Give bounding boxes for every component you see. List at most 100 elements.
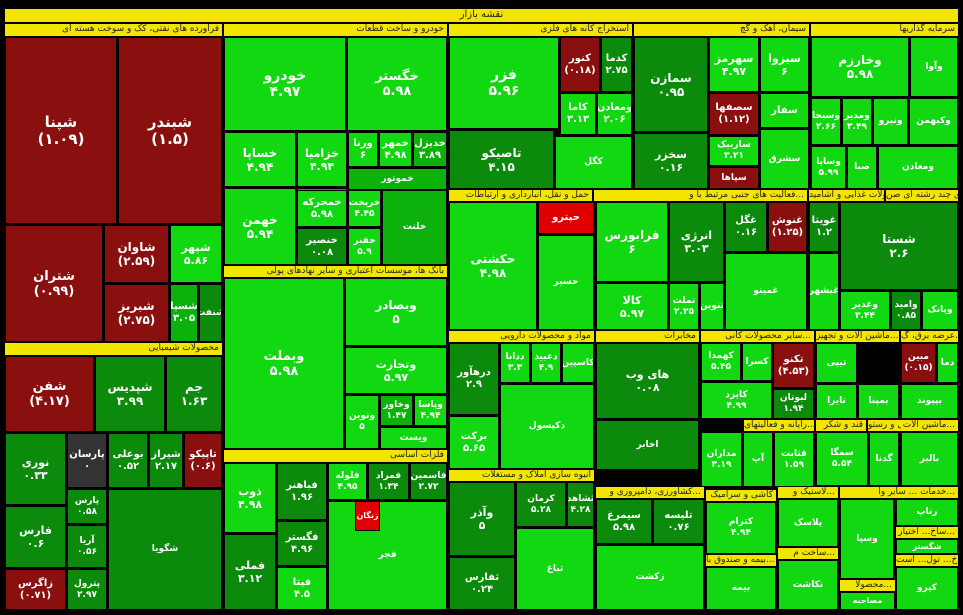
stock-tile[interactable]: پارسان ۰ <box>67 433 107 488</box>
stock-tile[interactable]: کدما ۲.۷۵ <box>601 37 632 92</box>
stock-tile[interactable]: وساپا ۵.۹۹ <box>811 146 846 189</box>
stock-tile[interactable]: فگستر ۴.۹۶ <box>277 521 327 566</box>
stock-tile[interactable]: جم ۱.۶۳ <box>166 356 222 432</box>
stock-tile[interactable]: ثشاهد ۴.۲۸ <box>567 482 594 527</box>
stock-tile[interactable]: های وب ۰.۰۸ <box>596 343 699 419</box>
stock-tile[interactable]: خدیزل ۳.۸۹ <box>413 132 447 167</box>
stock-tile[interactable]: شگویا <box>108 489 222 610</box>
stock-tile[interactable]: رتاپ <box>896 499 958 526</box>
stock-tile[interactable]: سخزر ۰.۱۶ <box>634 133 708 189</box>
stock-tile[interactable]: کاما ۳.۱۳ <box>560 93 596 135</box>
stock-tile[interactable]: کنور (۰.۱۸) <box>560 37 600 92</box>
stock-tile[interactable]: زنگان <box>355 501 380 531</box>
stock-tile[interactable]: فجر <box>328 501 447 610</box>
stock-tile[interactable]: کپرو <box>896 567 958 610</box>
stock-tile[interactable]: ومعادن <box>878 146 958 189</box>
stock-tile[interactable]: تکنو (۴.۵۳) <box>773 343 814 388</box>
stock-tile[interactable]: نوری ۰.۳۳ <box>5 433 66 505</box>
stock-tile[interactable]: خگستر ۵.۹۸ <box>347 37 447 131</box>
stock-tile[interactable]: ومدیر ۳.۴۹ <box>842 98 872 145</box>
stock-tile[interactable]: وتجارت ۵.۹۷ <box>345 347 447 394</box>
stock-tile[interactable]: اخابر <box>596 420 699 470</box>
stock-tile[interactable]: بپیوند <box>901 384 958 419</box>
stock-tile[interactable]: شسپا ۳.۰۵ <box>170 284 198 342</box>
stock-tile[interactable]: بمپنا <box>858 384 899 419</box>
stock-tile[interactable]: شگستر <box>896 539 958 554</box>
stock-tile[interactable]: ومعادن ۲.۰۶ <box>597 93 632 135</box>
stock-tile[interactable]: شپدیس ۳.۹۹ <box>95 356 165 432</box>
stock-tile[interactable]: فزر ۵.۹۶ <box>449 37 559 129</box>
stock-tile[interactable]: تملت ۲.۲۵ <box>669 283 699 330</box>
stock-tile[interactable]: وپانک <box>922 291 958 330</box>
stock-tile[interactable]: وخاور ۱.۴۷ <box>380 395 413 426</box>
stock-tile[interactable]: سمگا ۵.۵۴ <box>816 432 868 486</box>
stock-tile[interactable]: ورنا ۶ <box>348 132 378 167</box>
stock-tile[interactable]: بوعلی ۰.۵۲ <box>108 433 148 488</box>
stock-tile[interactable]: تیپی <box>816 343 857 383</box>
stock-tile[interactable]: تاپیکو (۰.۶) <box>184 433 222 488</box>
stock-tile[interactable]: فلوله ۴.۹۵ <box>328 463 367 500</box>
stock-tile[interactable]: ددانا ۳.۳ <box>500 343 530 383</box>
stock-tile[interactable]: حکشتی ۴.۹۸ <box>449 202 537 330</box>
stock-tile[interactable]: لبوتان ۱.۹۴ <box>773 389 814 419</box>
stock-tile[interactable]: سفار <box>760 93 809 128</box>
stock-tile[interactable]: وکبهمن <box>909 98 958 145</box>
stock-tile[interactable]: کسرا <box>742 343 772 381</box>
stock-tile[interactable]: وسپا <box>840 499 894 579</box>
stock-tile[interactable]: پلاسک <box>778 499 838 547</box>
stock-tile[interactable]: تکاشت <box>778 560 838 610</box>
stock-tile[interactable]: غبشهر <box>809 253 839 330</box>
stock-tile[interactable]: سشرق <box>760 129 809 189</box>
stock-tile[interactable]: ونیرو <box>873 98 908 145</box>
stock-tile[interactable]: غنوش (۱.۲۵) <box>768 202 807 252</box>
stock-tile[interactable]: آپ <box>743 432 773 487</box>
stock-tile[interactable]: شنفت <box>199 284 222 342</box>
stock-tile[interactable]: شبندر (۱.۵) <box>118 37 222 224</box>
stock-tile[interactable]: حسیر <box>538 235 594 330</box>
stock-tile[interactable]: وآوا <box>910 37 958 97</box>
stock-tile[interactable]: خمحرکه ۵.۹۸ <box>297 190 347 227</box>
stock-tile[interactable]: خهمن ۵.۹۴ <box>224 188 296 265</box>
stock-tile[interactable]: بالبر <box>901 432 958 486</box>
stock-tile[interactable]: درهآور ۲.۹ <box>449 343 499 415</box>
stock-tile[interactable]: صبا <box>847 146 877 189</box>
stock-tile[interactable]: دعبید ۴.۹ <box>531 343 561 383</box>
stock-tile[interactable]: سهرمز ۴.۹۷ <box>709 37 759 92</box>
stock-tile[interactable]: شیراز ۲.۱۷ <box>149 433 183 488</box>
stock-tile[interactable]: پترول ۲.۹۷ <box>67 569 107 610</box>
stock-tile[interactable]: فمراد ۱.۳۴ <box>368 463 409 500</box>
stock-tile[interactable]: خلنت <box>382 190 447 265</box>
stock-tile[interactable]: فملی ۳.۱۲ <box>224 534 276 610</box>
stock-tile[interactable]: شفن (۴.۱۷) <box>5 356 94 432</box>
stock-tile[interactable]: تایرا <box>816 384 857 419</box>
stock-tile[interactable]: سپاها <box>709 167 759 189</box>
stock-tile[interactable]: شپهر ۵.۸۶ <box>170 225 222 283</box>
stock-tile[interactable]: انرژی ۳.۰۳ <box>669 202 724 282</box>
stock-tile[interactable]: غویتا ۱.۲ <box>809 202 839 252</box>
stock-tile[interactable]: مصاحبه <box>840 592 895 610</box>
stock-tile[interactable]: خودرو ۴.۹۷ <box>224 37 346 131</box>
stock-tile[interactable]: وآذر ۵ <box>449 482 515 556</box>
stock-tile[interactable]: شستا ۲.۶ <box>840 202 958 290</box>
stock-tile[interactable]: کایزد ۴.۹۹ <box>701 382 772 419</box>
stock-tile[interactable]: زاگرس (۰.۷۱) <box>5 569 66 610</box>
stock-tile[interactable]: ویست <box>380 427 447 449</box>
stock-tile[interactable]: ونوین ۵ <box>345 395 379 449</box>
stock-tile[interactable]: کگل <box>555 136 632 189</box>
stock-tile[interactable]: حپترو <box>538 202 594 234</box>
stock-tile[interactable]: کاسپین <box>562 343 594 383</box>
stock-tile[interactable]: غگل ۰.۱۶ <box>725 202 767 252</box>
stock-tile[interactable]: دکپسول <box>500 384 594 469</box>
stock-tile[interactable]: کترام ۴.۹۴ <box>706 502 776 554</box>
stock-tile[interactable]: ثفارس ۰.۲۴ <box>449 557 515 610</box>
stock-tile[interactable]: ذوب ۴.۹۸ <box>224 463 276 533</box>
stock-tile[interactable]: مبین (۰.۱۵) <box>901 343 936 383</box>
stock-tile[interactable]: وخارزم ۵.۹۸ <box>811 37 909 97</box>
stock-tile[interactable]: مداران ۳.۱۹ <box>701 432 742 487</box>
stock-tile[interactable]: خریخت ۴.۴۵ <box>348 190 381 227</box>
stock-tile[interactable]: آریا ۰.۵۶ <box>67 525 107 568</box>
stock-tile[interactable]: خفنر ۵.۹ <box>348 228 381 265</box>
stock-tile[interactable]: دما <box>937 343 958 383</box>
stock-tile[interactable]: وسبحا ۲.۶۶ <box>811 98 841 145</box>
stock-tile[interactable]: شتران (۰.۹۹) <box>5 225 103 342</box>
